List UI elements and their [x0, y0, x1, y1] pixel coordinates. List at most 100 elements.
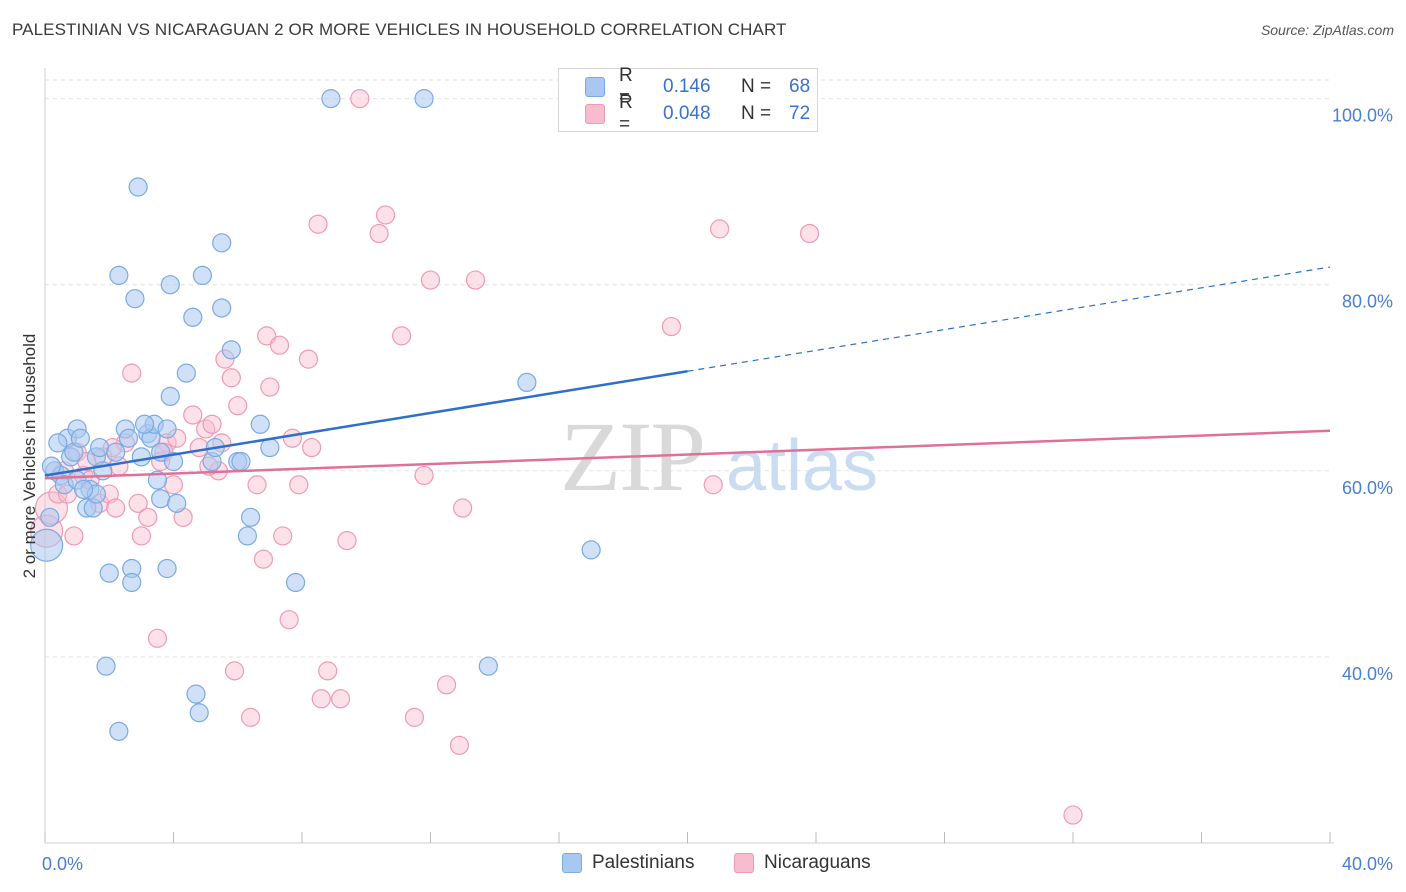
nicaraguans-point — [228, 396, 248, 416]
palestinians-point — [163, 451, 184, 472]
nicaraguans-point — [420, 270, 441, 290]
y-tick-label: 100.0% — [1332, 106, 1393, 126]
axes — [44, 68, 1334, 844]
nicaraguans-point — [449, 735, 470, 755]
nicaraguans-point — [138, 507, 158, 527]
y-tick-label: 60.0% — [1342, 478, 1393, 498]
nicaraguans-point — [350, 89, 370, 109]
palestinians-point — [167, 493, 187, 513]
palestinians-point — [109, 721, 129, 741]
nicaraguans-point — [318, 661, 338, 681]
nicaraguans-point — [106, 498, 126, 518]
nicaraguans-point — [253, 549, 274, 569]
palestinians-point — [192, 265, 213, 286]
palestinians-trend-line — [44, 370, 688, 477]
nicaraguans-point — [282, 428, 302, 448]
palestinians-point — [118, 428, 139, 448]
nicaraguans-point — [369, 223, 389, 244]
palestinians-point — [109, 265, 129, 286]
nicaraguans-point — [202, 414, 222, 434]
nicaraguans-point — [122, 363, 142, 383]
trend-lines — [44, 266, 1331, 480]
x-tick-label: 40.0% — [1342, 854, 1393, 874]
palestinians-point — [48, 433, 68, 453]
legend-row-nicaraguans: R = 0.048 N = 72 — [559, 92, 811, 135]
nicaraguans-point — [260, 377, 280, 397]
legend-n-label: N = — [741, 103, 772, 124]
nicaraguans-point — [247, 475, 267, 495]
chart-title: PALESTINIAN VS NICARAGUAN 2 OR MORE VEHI… — [12, 20, 787, 39]
nicaraguans-point — [273, 526, 293, 546]
palestinians-point — [581, 540, 601, 560]
palestinians-point — [70, 428, 90, 448]
palestinians-point — [285, 572, 306, 593]
palestinians-point — [212, 233, 232, 253]
watermark-atlas: atlas — [726, 426, 878, 506]
palestinians-point — [157, 558, 177, 579]
y-tick-label: 80.0% — [1342, 292, 1393, 312]
nicaraguans-point — [269, 335, 290, 355]
nicaraguans-point — [183, 405, 203, 425]
palestinians-point — [176, 363, 196, 383]
palestinians-point — [30, 528, 64, 562]
legend-n-value: 72 — [789, 103, 811, 124]
legend-r-label: R = — [619, 65, 633, 108]
nicaraguans-point — [221, 368, 241, 388]
palestinians-point — [221, 340, 241, 360]
legend-n-value: 68 — [789, 76, 811, 97]
palestinians-point — [134, 414, 155, 434]
nicaraguans-point — [436, 675, 457, 695]
nicaraguans-point — [404, 707, 425, 727]
legend-label-palestinians: Palestinians — [592, 852, 695, 873]
nicaraguans-point — [163, 475, 184, 495]
legend-swatch-pink — [734, 853, 754, 873]
nicaraguans-point — [279, 610, 299, 630]
bottom-legend-nicaraguans: Nicaraguans — [734, 852, 871, 874]
nicaraguans-point — [302, 437, 322, 458]
nicaraguans-point — [414, 465, 434, 486]
palestinians-point — [321, 89, 341, 109]
nicaraguans-point — [330, 689, 351, 709]
legend-label-nicaraguans: Nicaraguans — [764, 852, 871, 873]
palestinians-point — [96, 656, 116, 676]
bottom-legend-palestinians: Palestinians — [562, 852, 694, 874]
palestinians-point — [160, 386, 180, 406]
nicaraguans-point — [241, 707, 261, 727]
palestinians-point — [186, 684, 206, 704]
palestinians-point — [73, 479, 94, 500]
nicaraguans-point — [1063, 805, 1083, 825]
nicaraguans-point — [131, 526, 151, 546]
grid-lines — [45, 79, 1330, 658]
palestinians-point — [106, 442, 126, 462]
palestinians-point — [157, 419, 177, 439]
palestinians-point — [160, 275, 180, 295]
palestinians-point — [517, 372, 537, 393]
palestinians-point — [128, 177, 148, 197]
nicaraguans-trend-line — [44, 429, 1331, 480]
nicaraguans-point — [703, 475, 723, 495]
x-tick-label: 0.0% — [42, 854, 83, 874]
palestinians-point — [241, 507, 261, 527]
palestinians-point — [478, 656, 498, 676]
legend-n-label: N = — [741, 76, 772, 97]
legend-swatch-pink — [585, 104, 605, 124]
nicaraguans-point — [375, 205, 396, 225]
tick-labels: 40.0% 60.0% 80.0% 100.0% 0.0% 40.0% — [42, 106, 1393, 874]
nicaraguans-point — [224, 661, 245, 681]
y-axis-label: 2 or more Vehicles in Household — [20, 333, 39, 579]
palestinians-point — [40, 507, 60, 527]
nicaraguans-point — [147, 628, 168, 648]
nicaraguans-point — [337, 530, 357, 551]
palestinians-points — [30, 89, 601, 741]
correlation-legend: R = 0.146 N = 68 R = 0.048 N = 72 — [558, 65, 818, 135]
palestinians-point — [414, 89, 434, 109]
palestinians-point — [231, 451, 251, 472]
palestinians-point — [183, 307, 203, 327]
palestinians-point — [90, 437, 110, 458]
palestinians-point — [151, 489, 171, 509]
nicaraguans-point — [64, 526, 84, 546]
nicaraguans-point — [311, 689, 331, 709]
legend-row-palestinians: R = 0.146 N = 68 — [559, 65, 811, 108]
legend-r-value: 0.048 — [663, 103, 711, 124]
